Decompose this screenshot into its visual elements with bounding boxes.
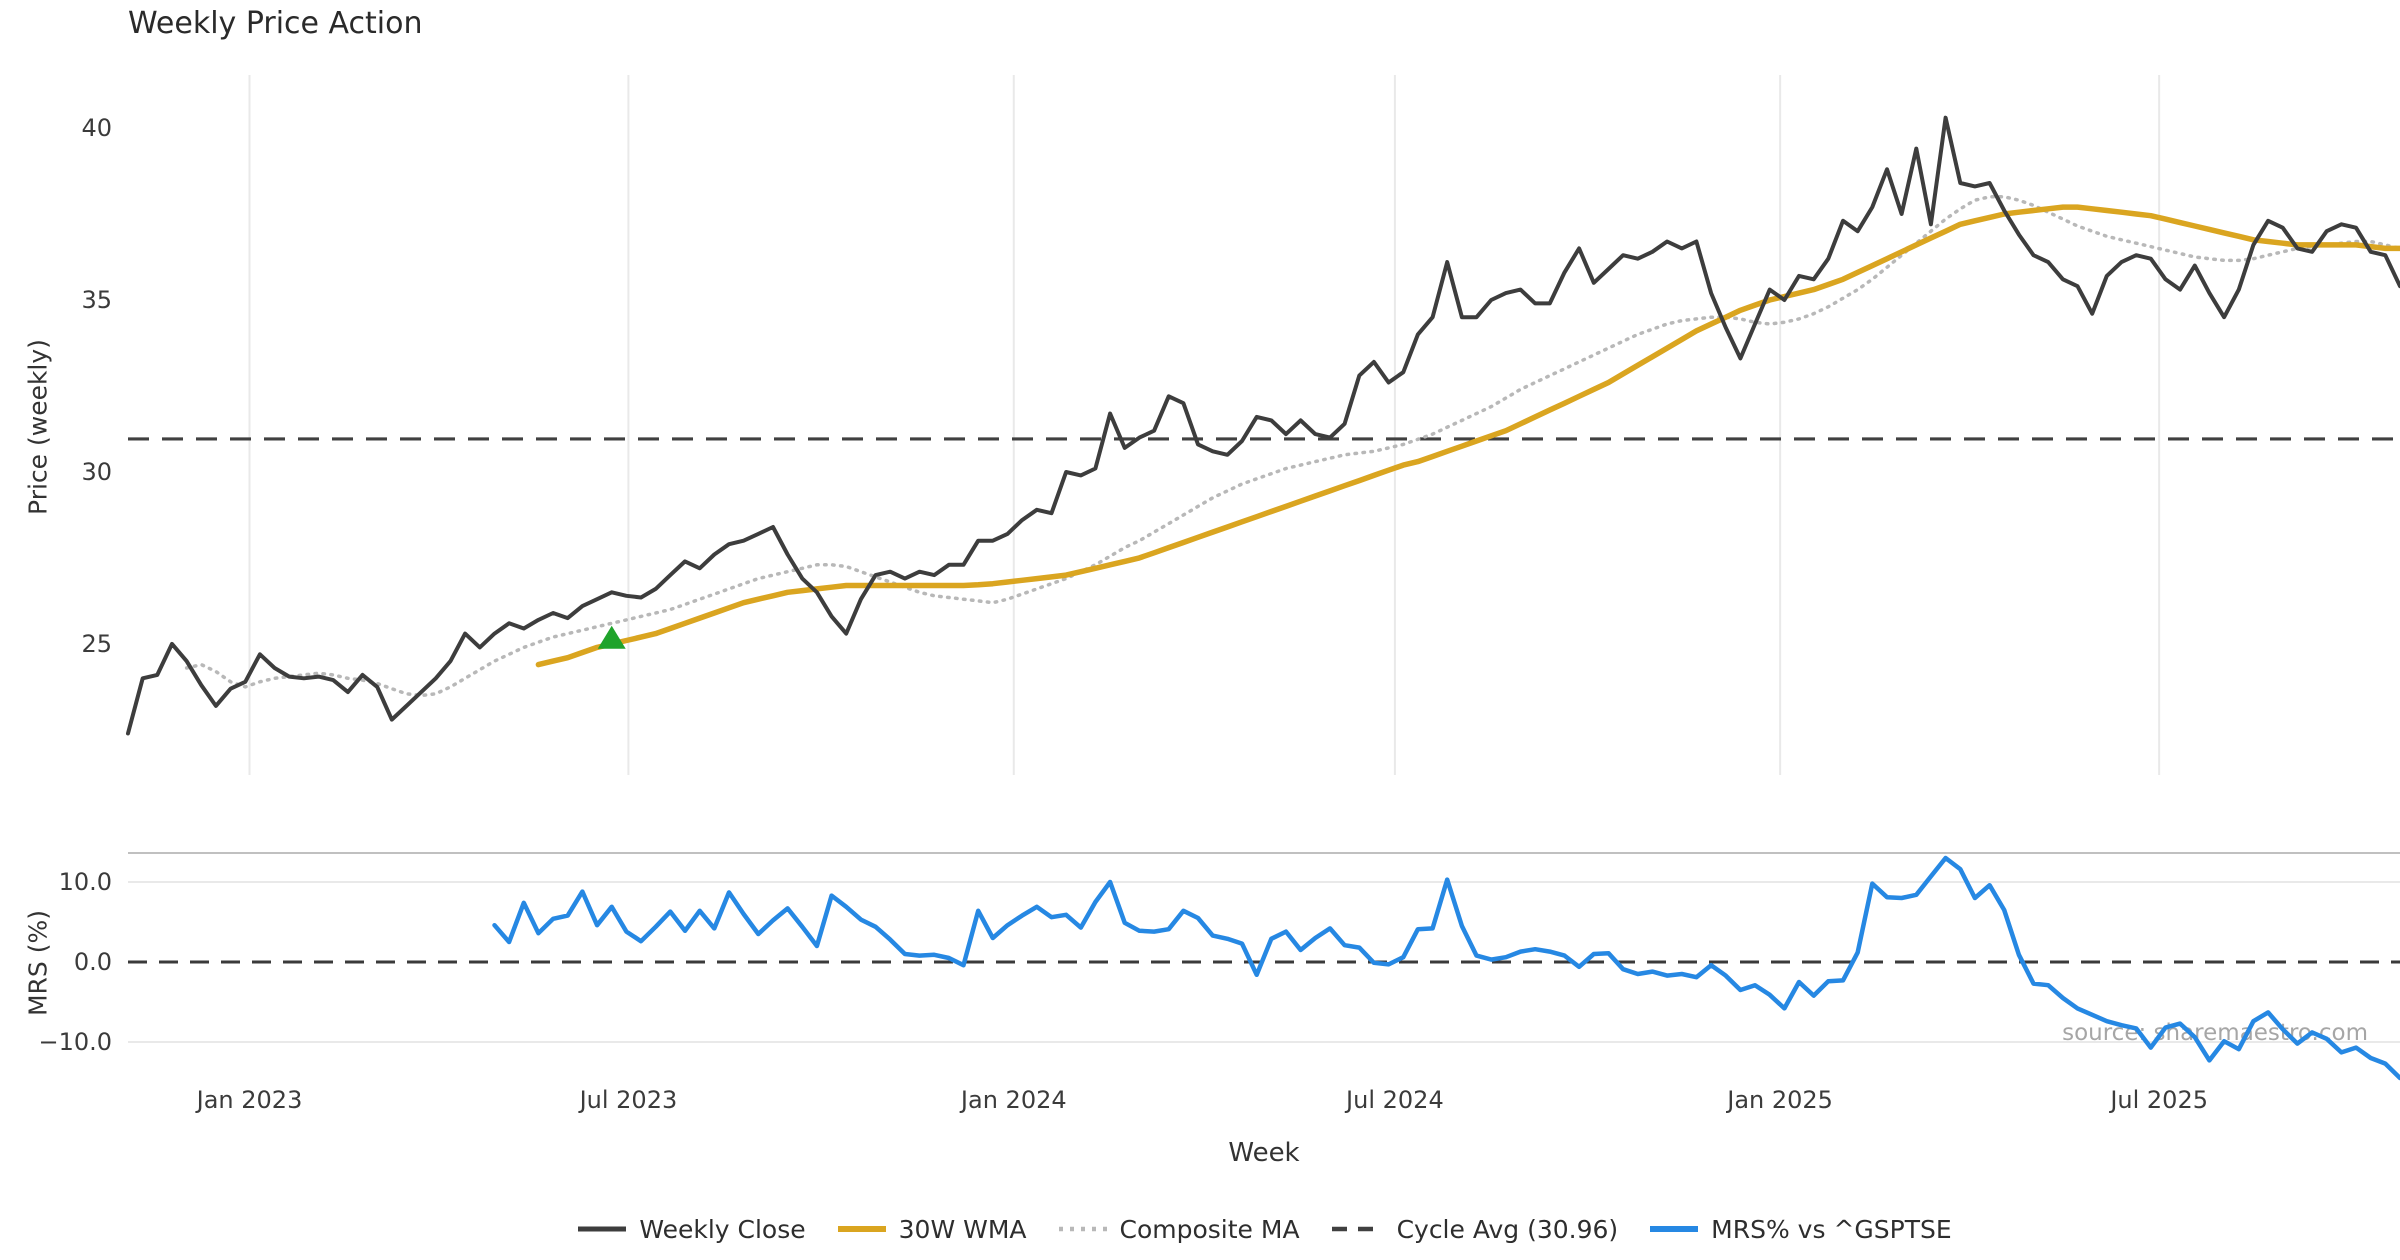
x-tick-label: Jul 2025 [2110,1086,2208,1114]
wma-line-swatch-icon [837,1226,886,1232]
legend-label: Weekly Close [639,1214,806,1244]
y-tick-label: 0.0 [73,948,112,977]
y-tick-label: 10.0 [58,868,112,897]
cycle-avg-dashed-swatch-icon [1331,1226,1384,1232]
legend-label: MRS% vs ^GSPTSE [1711,1214,1952,1244]
mrs-line-swatch-icon [1650,1226,1699,1232]
y-tick-label: 30 [81,457,112,486]
legend-label: Composite MA [1119,1214,1300,1244]
x-tick-label: Jan 2025 [1727,1086,1833,1114]
y-tick-label: 40 [81,113,112,142]
weekly-close-line-swatch-icon [578,1226,627,1232]
y-tick-label: −10.0 [38,1028,112,1056]
series-weekly-close [126,115,2400,736]
x-tick-label: Jul 2023 [579,1086,678,1114]
buy-signal-triangle [597,625,626,649]
x-tick-label: Jan 2023 [196,1086,303,1114]
x-tick-label: Jan 2024 [960,1086,1067,1114]
legend-label: 30W WMA [898,1214,1027,1244]
series-mrs-vs-gsptse [492,855,2400,1081]
series-30w-wma [535,204,2400,668]
y-tick-label: 35 [81,285,112,314]
y-tick-label: 25 [81,629,112,658]
legend-item-composite-ma: Composite MA [1057,1215,1300,1244]
series-composite-ma [184,195,2400,698]
composite-ma-dotted-swatch-icon [1058,1226,1107,1232]
chart-title: Weekly Price Action [128,6,423,41]
legend-item-mrs: MRS% vs ^GSPTSE [1648,1214,1952,1244]
week-axis-label: Week [1228,1138,1300,1168]
chart-legend: Weekly Close 30W WMA Composite MA Cycle … [128,1206,2400,1252]
legend-label: Cycle Avg (30.96) [1396,1214,1619,1244]
legend-item-30w-wma: 30W WMA [836,1215,1027,1244]
legend-item-cycle-avg: Cycle Avg (30.96) [1330,1214,1619,1244]
x-tick-label: Jul 2024 [1346,1086,1444,1114]
legend-item-weekly-close: Weekly Close [576,1214,806,1244]
